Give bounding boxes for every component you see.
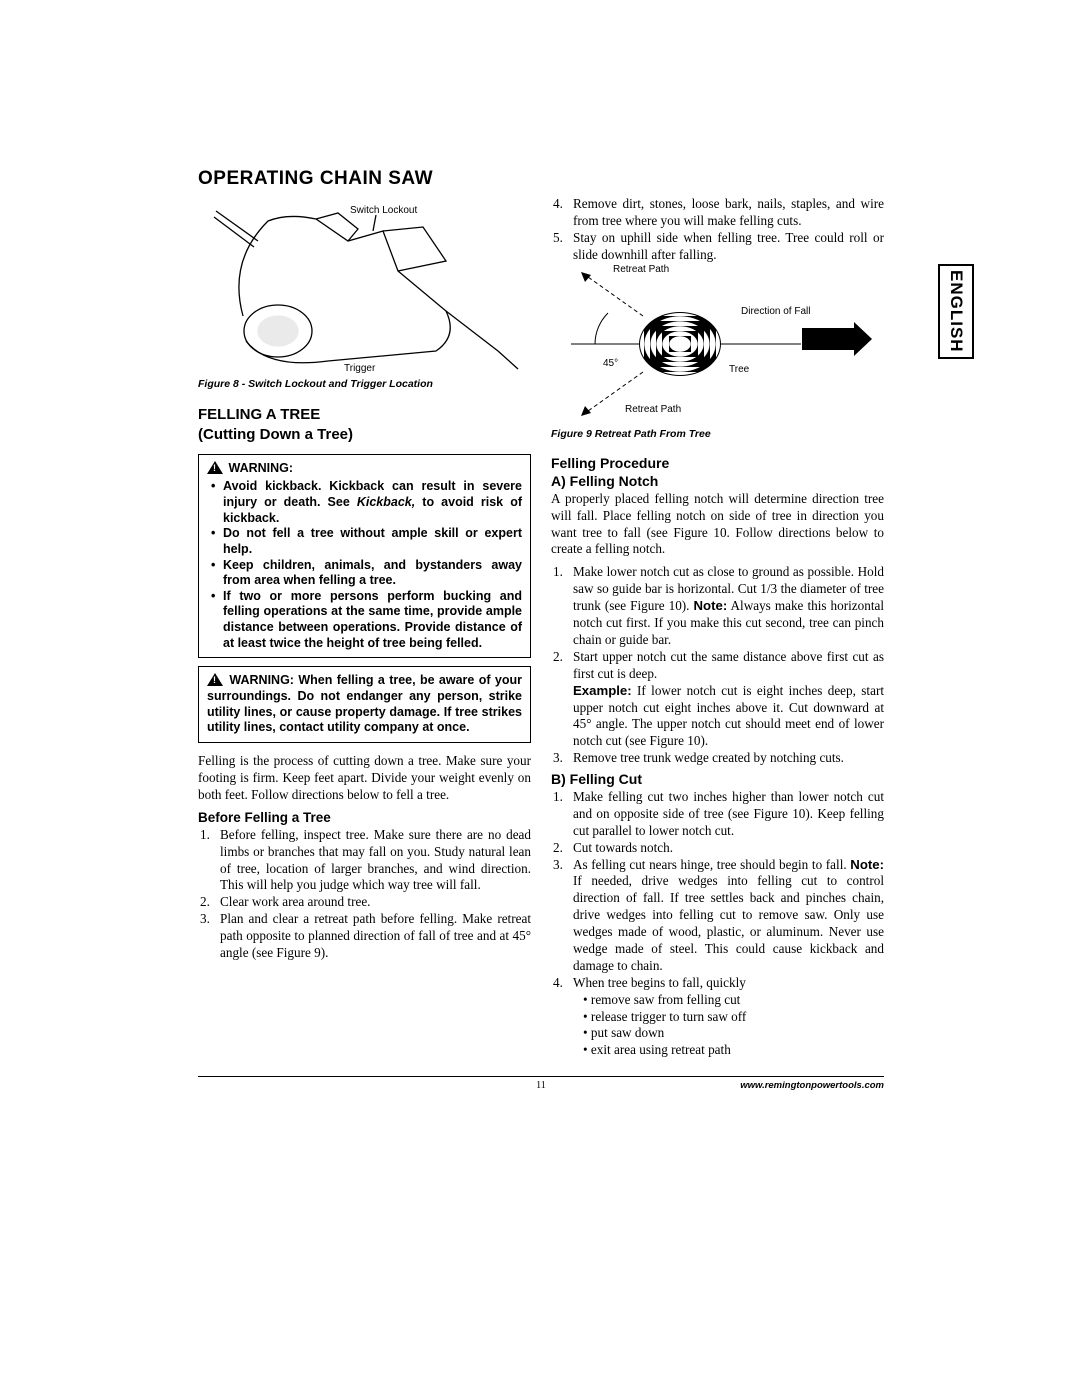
before-item-3: Plan and clear a retreat path before fel… [198,911,531,962]
page-title: OPERATING CHAIN SAW [198,168,884,190]
felling-intro: Felling is the process of cutting down a… [198,753,531,804]
label-retreat-bottom: Retreat Path [625,404,681,417]
page-footer: 11 www.remingtonpowertools.com [198,1076,884,1091]
figure-9: Retreat Path Direction of Fall 45° Tree … [551,264,884,424]
fcut-step-2: Cut towards notch. [551,840,884,857]
retreat-lines [551,264,884,424]
figure-8: Switch Lockout Trigger [198,196,531,376]
procedure-heading: Felling Procedure [551,455,884,473]
felling-subheading: (Cutting Down a Tree) [198,425,531,444]
warning-icon [207,461,223,474]
fcut-bullet-3: put saw down [583,1025,884,1042]
figure-8-label-switch: Switch Lockout [350,205,417,218]
notch-step-1: Make lower notch cut as close to ground … [551,564,884,648]
fcut-sub-bullets: remove saw from felling cut release trig… [573,992,884,1060]
notch-step-3: Remove tree trunk wedge created by notch… [551,750,884,767]
chainsaw-illustration [198,201,531,371]
content-columns: Switch Lockout Trigger Figure 8 - Switch… [198,196,884,1059]
label-retreat-top: Retreat Path [613,264,669,277]
figure-9-caption: Figure 9 Retreat Path From Tree [551,428,884,441]
before-felling-list: Before felling, inspect tree. Make sure … [198,827,531,962]
notch-heading: A) Felling Notch [551,473,884,491]
warn-item-4: If two or more persons perform bucking a… [215,589,522,652]
before-item-2: Clear work area around tree. [198,894,531,911]
label-tree: Tree [729,364,749,377]
felling-heading: FELLING A TREE [198,405,531,424]
before-item-5: Stay on uphill side when felling tree. T… [551,230,884,264]
warning-label: WARNING: [228,461,293,475]
before-felling-cont: Remove dirt, stones, loose bark, nails, … [551,196,884,264]
felling-cut-heading: B) Felling Cut [551,771,884,789]
figure-8-label-trigger: Trigger [344,363,375,376]
warn-item-3: Keep children, animals, and bystanders a… [215,558,522,589]
fcut-step-1: Make felling cut two inches higher than … [551,789,884,840]
left-column: Switch Lockout Trigger Figure 8 - Switch… [198,196,531,1059]
warn-item-1: Avoid kickback. Kickback can result in s… [215,479,522,526]
label-direction: Direction of Fall [741,306,810,319]
notch-steps: Make lower notch cut as close to ground … [551,564,884,767]
manual-page: OPERATING CHAIN SAW ENGLISH [198,168,884,1059]
warning-box-1: WARNING: Avoid kickback. Kickback can re… [198,454,531,659]
before-felling-heading: Before Felling a Tree [198,809,531,826]
page-number: 11 [536,1080,546,1091]
warning-2-text: WARNING: When felling a tree, be aware o… [207,673,522,734]
before-item-1: Before felling, inspect tree. Make sure … [198,827,531,895]
right-column: Remove dirt, stones, loose bark, nails, … [551,196,884,1059]
felling-cut-steps: Make felling cut two inches higher than … [551,789,884,1059]
fcut-step-4: When tree begins to fall, quickly remove… [551,975,884,1059]
label-angle: 45° [603,358,618,371]
language-tab: ENGLISH [938,264,974,359]
notch-intro: A properly placed felling notch will det… [551,491,884,559]
notch-step-2: Start upper notch cut the same distance … [551,649,884,750]
warning-box-2: WARNING: When felling a tree, be aware o… [198,666,531,743]
warning-icon [207,673,223,686]
fcut-step-3: As felling cut nears hinge, tree should … [551,857,884,975]
figure-8-caption: Figure 8 - Switch Lockout and Trigger Lo… [198,378,531,391]
fcut-bullet-4: exit area using retreat path [583,1042,884,1059]
fcut-bullet-2: release trigger to turn saw off [583,1009,884,1026]
before-item-4: Remove dirt, stones, loose bark, nails, … [551,196,884,230]
fcut-bullet-1: remove saw from felling cut [583,992,884,1009]
warn-item-2: Do not fell a tree without ample skill o… [215,526,522,557]
warning-list: Avoid kickback. Kickback can result in s… [207,479,522,651]
footer-url: www.remingtonpowertools.com [740,1080,884,1091]
